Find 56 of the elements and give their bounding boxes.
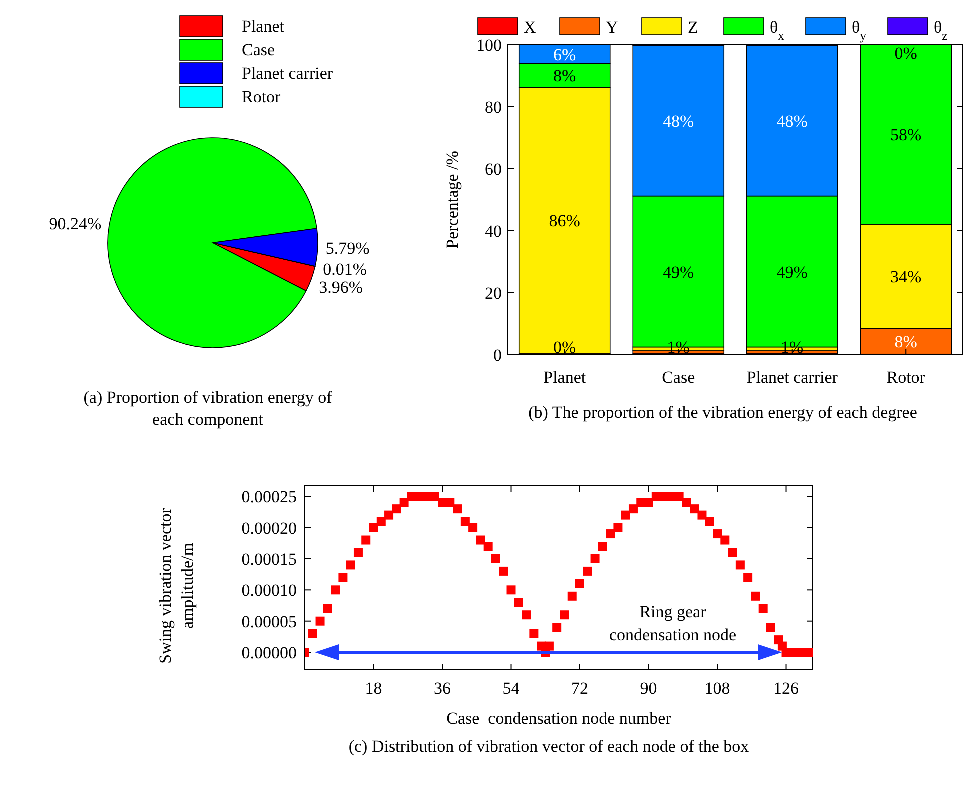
y-tick-label: 0.00000 xyxy=(242,644,297,663)
legend-label: Planet carrier xyxy=(242,64,334,83)
x-tick-label: 36 xyxy=(434,679,452,698)
y-tick-label: 100 xyxy=(476,36,502,55)
x-tick-label: 54 xyxy=(502,679,520,698)
data-label: 0% xyxy=(894,44,918,63)
y-tick-label: 20 xyxy=(485,284,502,303)
data-label: 90.24% xyxy=(49,214,102,234)
text: (a) Proportion of vibration energy of each component xyxy=(84,388,333,429)
data-label: 48% xyxy=(663,112,694,132)
x-tick-label: 72 xyxy=(572,679,589,698)
y-tick-label: 40 xyxy=(485,222,502,241)
legend-label: Y xyxy=(606,18,618,37)
data-label: 34% xyxy=(890,268,922,287)
x-axis-title: Case condensation node number xyxy=(446,709,672,728)
annotation: Ring gear condensation node xyxy=(610,602,736,645)
y-tick-label: 60 xyxy=(485,160,502,179)
data-label: 49% xyxy=(776,262,808,282)
legend-label: θ$_{y}$ xyxy=(852,18,868,43)
text: (c) Distribution of vibration vector of each node of the box xyxy=(348,737,750,756)
y-tick-label: 0.00020 xyxy=(242,518,297,538)
data-label: 48% xyxy=(776,112,808,132)
x-tick-label: 108 xyxy=(704,679,730,698)
y-axis-title: Swing vibration vector amplitude/m xyxy=(156,508,197,664)
legend-label: X xyxy=(524,18,536,37)
data-label: 6% xyxy=(554,45,576,64)
data-label: 0.01% xyxy=(323,260,368,279)
y-tick-label: 0 xyxy=(494,346,502,365)
x-tick-label: 126 xyxy=(774,679,800,698)
text: (b) The proportion of the vibration energy of each degree xyxy=(528,403,918,422)
legend-label: θ$_{x}$ xyxy=(770,18,786,43)
x-tick-label: 18 xyxy=(365,679,382,698)
legend-label: Z xyxy=(688,18,698,37)
x-tick-label: Planet carrier xyxy=(746,368,838,387)
x-tick-label: 90 xyxy=(640,679,658,698)
data-label: 86% xyxy=(549,212,580,231)
y-axis-title: Percentage /% xyxy=(443,151,462,249)
x-tick-label: Case xyxy=(662,368,696,387)
x-tick-label: Rotor xyxy=(886,368,926,387)
legend-label: θ$_{z}$ xyxy=(934,18,948,43)
y-tick-label: 80 xyxy=(485,98,502,117)
y-tick-label: 0.00010 xyxy=(242,581,297,600)
legend-label: Rotor xyxy=(242,88,282,106)
data-label: 8% xyxy=(894,332,918,352)
y-tick-label: 0.00005 xyxy=(242,612,297,632)
data-label: 8% xyxy=(554,66,576,86)
legend-label: Planet xyxy=(242,17,285,36)
data-label: 49% xyxy=(663,262,694,282)
y-tick-label: 0.00025 xyxy=(242,488,297,507)
x-tick-label: Planet xyxy=(544,368,586,387)
y-tick-label: 0.00015 xyxy=(242,550,297,569)
data-label: 58% xyxy=(890,126,922,145)
data-label: 3.96% xyxy=(319,278,364,297)
data-label: 0% xyxy=(554,338,576,357)
legend-label: Case xyxy=(242,40,276,60)
data-label: 5.79% xyxy=(326,239,370,258)
